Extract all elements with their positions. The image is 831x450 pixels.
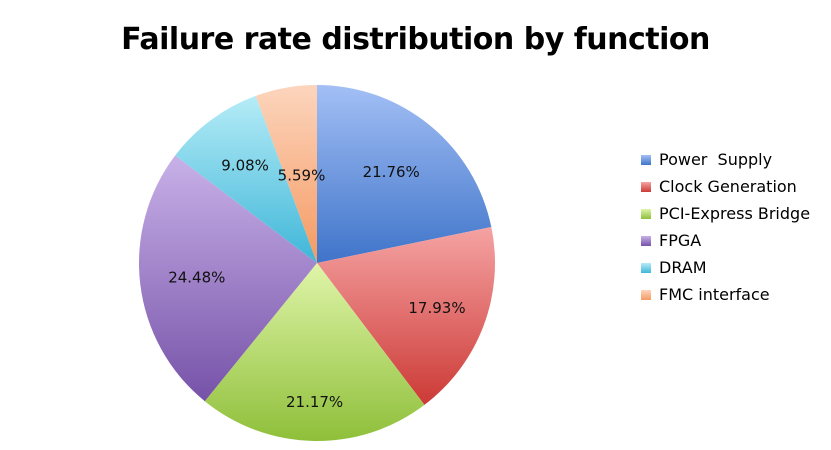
legend-label-4: FPGA (659, 231, 702, 250)
legend-label-5: DRAM (659, 258, 707, 277)
pie-slice-2 (317, 226, 496, 405)
data-label-4: 24.48% (168, 269, 225, 287)
legend-item-2: Clock Generation (641, 173, 810, 200)
data-label-3: 21.17% (286, 393, 343, 411)
data-label-2: 17.93% (408, 299, 465, 317)
legend-swatch-5 (641, 262, 651, 273)
data-label-1: 21.76% (363, 163, 420, 181)
chart-legend: Power Supply Clock Generation PCI-Express … (641, 146, 810, 308)
legend-item-1: Power Supply (641, 146, 810, 173)
legend-item-5: DRAM (641, 254, 810, 281)
legend-swatch-1 (641, 154, 651, 165)
legend-item-3: PCI-Express Bridge (641, 200, 810, 227)
legend-swatch-4 (641, 235, 651, 246)
legend-label-3: PCI-Express Bridge (659, 204, 811, 223)
legend-swatch-2 (641, 181, 651, 192)
legend-label-6: FMC interface (659, 285, 770, 304)
legend-swatch-3 (641, 208, 651, 219)
pie-slice-5 (175, 95, 317, 263)
pie-slice-3 (204, 263, 425, 442)
pie-data-labels: 21.76% 17.93% 21.17% 24.48% 9.08% 5.59% (168, 157, 465, 411)
legend-swatch-6 (641, 289, 651, 300)
legend-item-4: FPGA (641, 227, 810, 254)
pie-slice-1 (317, 85, 492, 263)
pie-slices (139, 85, 496, 442)
chart-title: Failure rate distribution by function (121, 22, 710, 57)
legend-label-2: Clock Generation (659, 177, 797, 196)
legend-item-6: FMC interface (641, 281, 810, 308)
pie-slice-4 (139, 155, 317, 402)
legend-label-1: Power Supply (659, 150, 773, 169)
data-label-6: 5.59% (278, 166, 326, 184)
pie-slice-6 (255, 85, 317, 263)
data-label-5: 9.08% (221, 157, 269, 175)
